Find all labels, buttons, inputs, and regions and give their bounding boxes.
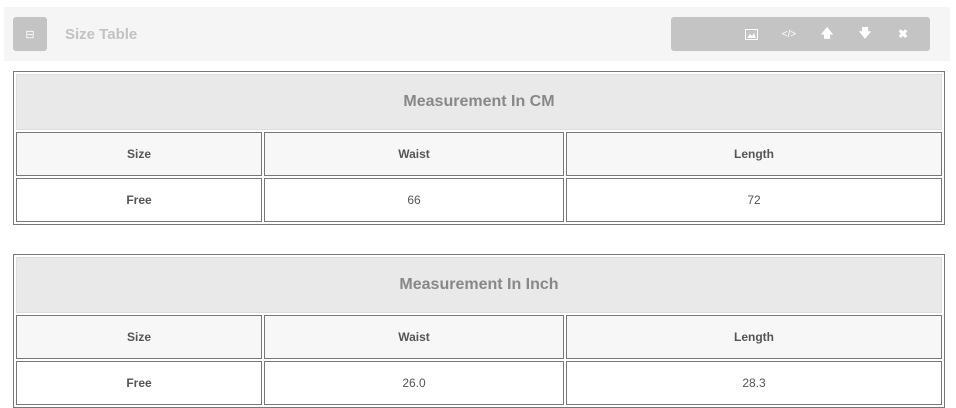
arrow-down-icon: 🡇 bbox=[858, 25, 872, 40]
size-table-cm: Measurement In CM Size Waist Length Free… bbox=[13, 71, 945, 225]
arrow-up-icon: 🡅 bbox=[820, 25, 834, 40]
table-row: Free 66 72 bbox=[16, 178, 942, 222]
column-header: Length bbox=[566, 315, 942, 359]
column-header: Size bbox=[16, 132, 262, 176]
table-caption: Measurement In CM bbox=[16, 74, 942, 130]
block-header: ⊟ Size Table </> 🡅 🡇 ✖ bbox=[4, 7, 950, 61]
column-header: Waist bbox=[264, 132, 564, 176]
move-up-button[interactable]: 🡅 bbox=[815, 17, 839, 51]
column-header: Waist bbox=[264, 315, 564, 359]
block-title: Size Table bbox=[65, 26, 138, 43]
size-table-inch: Measurement In Inch Size Waist Length Fr… bbox=[13, 254, 945, 408]
table-cell: 66 bbox=[264, 178, 564, 222]
move-down-button[interactable]: 🡇 bbox=[853, 17, 877, 51]
collapse-icon: ⊟ bbox=[25, 28, 35, 41]
table-caption: Measurement In Inch bbox=[16, 257, 942, 313]
table-cell: 28.3 bbox=[566, 361, 942, 405]
table-cell: 26.0 bbox=[264, 361, 564, 405]
table-cell: Free bbox=[16, 178, 262, 222]
table-cell: Free bbox=[16, 361, 262, 405]
table-row: Free 26.0 28.3 bbox=[16, 361, 942, 405]
code-button[interactable]: </> bbox=[777, 17, 801, 51]
code-icon: </> bbox=[781, 28, 797, 40]
block-toolbar: </> 🡅 🡇 ✖ bbox=[671, 17, 930, 51]
remove-button[interactable]: ✖ bbox=[891, 17, 915, 51]
table-cell: 72 bbox=[566, 178, 942, 222]
column-header: Length bbox=[566, 132, 942, 176]
collapse-button[interactable]: ⊟ bbox=[13, 17, 47, 51]
column-header: Size bbox=[16, 315, 262, 359]
image-button[interactable] bbox=[739, 17, 763, 51]
image-icon bbox=[744, 28, 758, 40]
table-header-row: Size Waist Length bbox=[16, 315, 942, 359]
close-icon: ✖ bbox=[897, 27, 909, 41]
table-header-row: Size Waist Length bbox=[16, 132, 942, 176]
